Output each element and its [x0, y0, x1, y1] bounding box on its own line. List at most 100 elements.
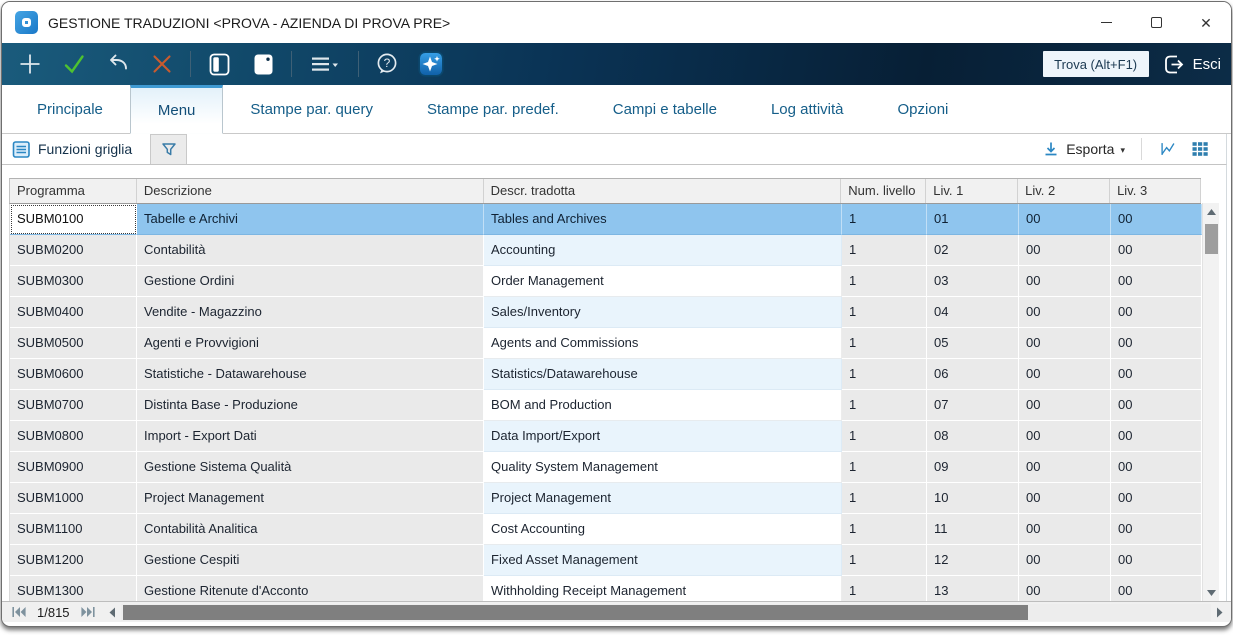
table-cell: SUBM1100 — [10, 514, 137, 545]
table-cell: 00 — [1111, 576, 1202, 601]
first-record-button[interactable] — [8, 606, 30, 618]
table-cell: 1 — [842, 390, 927, 421]
table-cell: 00 — [1111, 421, 1202, 452]
vertical-scrollbar[interactable] — [1202, 203, 1219, 601]
tab-opzioni[interactable]: Opzioni — [871, 85, 976, 133]
first-record-icon — [11, 606, 27, 618]
table-cell: SUBM0600 — [10, 359, 137, 390]
grid-header: ProgrammaDescrizioneDescr. tradottaNum. … — [9, 178, 1201, 204]
add-button[interactable] — [15, 49, 45, 79]
table-row[interactable]: SUBM1000Project ManagementProject Manage… — [10, 483, 1202, 514]
table-cell: 1 — [842, 452, 927, 483]
tab-campi-e-tabelle[interactable]: Campi e tabelle — [586, 85, 744, 133]
table-cell: 00 — [1019, 235, 1111, 266]
table-cell: SUBM0200 — [10, 235, 137, 266]
scroll-down-button[interactable] — [1203, 584, 1220, 601]
column-header-num-livello[interactable]: Num. livello — [841, 179, 926, 203]
table-cell: 1 — [842, 204, 927, 235]
filter-button[interactable] — [150, 134, 187, 164]
table-cell: 00 — [1111, 359, 1202, 390]
record-counter: 1/815 — [30, 605, 77, 620]
table-cell: 12 — [927, 545, 1019, 576]
column-header-liv-1[interactable]: Liv. 1 — [926, 179, 1018, 203]
tab-stampe-par-predef-[interactable]: Stampe par. predef. — [400, 85, 586, 133]
focused-cell[interactable]: SUBM0100 — [10, 204, 137, 235]
table-cell: 1 — [842, 235, 927, 266]
table-cell: Agents and Commissions — [484, 328, 842, 359]
scroll-right-button[interactable] — [1213, 607, 1227, 618]
table-row[interactable]: SUBM0700Distinta Base - ProduzioneBOM an… — [10, 390, 1202, 421]
table-row[interactable]: SUBM1300Gestione Ritenute d'AccontoWithh… — [10, 576, 1202, 601]
table-cell: 1 — [842, 359, 927, 390]
table-cell: 1 — [842, 545, 927, 576]
table-cell: 00 — [1111, 390, 1202, 421]
tab-menu[interactable]: Menu — [130, 85, 224, 134]
table-cell: 00 — [1019, 452, 1111, 483]
maximize-button[interactable] — [1131, 2, 1181, 43]
table-cell: Agenti e Provvigioni — [137, 328, 484, 359]
tab-principale[interactable]: Principale — [10, 85, 130, 133]
table-cell: 00 — [1111, 204, 1202, 235]
horizontal-scrollbar-thumb[interactable] — [123, 605, 1028, 620]
exit-button[interactable]: Esci — [1161, 52, 1221, 77]
cards-view-button[interactable] — [1184, 135, 1216, 163]
column-header-descrizione[interactable]: Descrizione — [137, 179, 484, 203]
table-row[interactable]: SUBM0300Gestione OrdiniOrder Management1… — [10, 266, 1202, 297]
table-cell: SUBM1200 — [10, 545, 137, 576]
last-record-button[interactable] — [77, 606, 99, 618]
table-cell: 05 — [927, 328, 1019, 359]
arrow-down-icon — [1207, 590, 1216, 596]
scroll-up-button[interactable] — [1203, 203, 1220, 220]
vertical-scrollbar-thumb[interactable] — [1205, 224, 1218, 254]
assistant-button[interactable] — [416, 49, 446, 79]
panel-left-button[interactable] — [204, 49, 234, 79]
table-cell: 00 — [1111, 297, 1202, 328]
panel-right-button[interactable] — [248, 49, 278, 79]
scroll-left-button[interactable] — [105, 607, 119, 618]
minimize-button[interactable] — [1081, 2, 1131, 43]
undo-button[interactable] — [103, 49, 133, 79]
grid-functions-label: Funzioni griglia — [38, 141, 132, 157]
chevron-down-icon: ▾ — [1120, 145, 1125, 156]
delete-button[interactable] — [147, 49, 177, 79]
table-row[interactable]: SUBM1200Gestione CespitiFixed Asset Mana… — [10, 545, 1202, 576]
table-row[interactable]: SUBM0800Import - Export DatiData Import/… — [10, 421, 1202, 452]
column-header-liv-2[interactable]: Liv. 2 — [1018, 179, 1110, 203]
arrow-up-icon — [1207, 209, 1216, 215]
table-cell: 00 — [1019, 328, 1111, 359]
table-cell: 1 — [842, 266, 927, 297]
table-cell: Statistiche - Datawarehouse — [137, 359, 484, 390]
cards-view-icon — [1191, 140, 1209, 158]
export-button[interactable]: Esporta ▾ — [1036, 139, 1131, 159]
help-button[interactable]: ? — [372, 49, 402, 79]
table-cell: 00 — [1019, 359, 1111, 390]
table-cell: 00 — [1019, 483, 1111, 514]
close-icon: ✕ — [1200, 16, 1212, 30]
table-row[interactable]: SUBM0600Statistiche - DatawarehouseStati… — [10, 359, 1202, 390]
table-row[interactable]: SUBM0100Tabelle e ArchiviTables and Arch… — [10, 204, 1202, 235]
table-row[interactable]: SUBM0400Vendite - MagazzinoSales/Invento… — [10, 297, 1202, 328]
tab-log-attivit-[interactable]: Log attività — [744, 85, 871, 133]
table-cell: Gestione Ritenute d'Acconto — [137, 576, 484, 601]
app-logo-icon — [15, 11, 38, 34]
column-header-liv-3[interactable]: Liv. 3 — [1110, 179, 1201, 203]
table-row[interactable]: SUBM1100Contabilità AnaliticaCost Accoun… — [10, 514, 1202, 545]
confirm-button[interactable] — [59, 49, 89, 79]
grid-functions-button[interactable]: Funzioni griglia — [12, 140, 140, 159]
x-icon — [149, 51, 175, 77]
close-button[interactable]: ✕ — [1181, 2, 1231, 43]
chart-view-button[interactable] — [1152, 135, 1184, 163]
table-row[interactable]: SUBM0200ContabilitàAccounting1020000 — [10, 235, 1202, 266]
checkmark-icon — [61, 51, 87, 77]
find-button[interactable]: Trova (Alt+F1) — [1043, 51, 1149, 77]
data-grid: ProgrammaDescrizioneDescr. tradottaNum. … — [2, 165, 1227, 601]
table-row[interactable]: SUBM0500Agenti e ProvvigioniAgents and C… — [10, 328, 1202, 359]
window-title: GESTIONE TRADUZIONI <PROVA - AZIENDA DI … — [48, 15, 450, 31]
column-header-descr-tradotta[interactable]: Descr. tradotta — [484, 179, 842, 203]
horizontal-scrollbar[interactable] — [121, 604, 1211, 621]
table-row[interactable]: SUBM0900Gestione Sistema QualitàQuality … — [10, 452, 1202, 483]
menu-button[interactable] — [305, 49, 345, 79]
tab-stampe-par-query[interactable]: Stampe par. query — [223, 85, 400, 133]
table-cell: Fixed Asset Management — [484, 545, 842, 576]
column-header-programma[interactable]: Programma — [10, 179, 137, 203]
